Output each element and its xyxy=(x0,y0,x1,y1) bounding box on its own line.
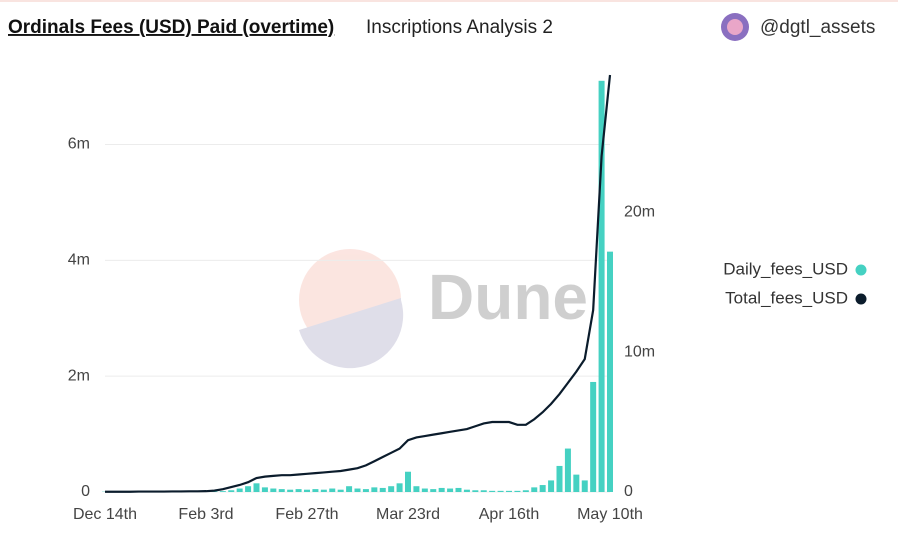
bar xyxy=(489,490,496,492)
bar xyxy=(564,448,571,492)
bar xyxy=(463,489,470,492)
y-tick-label: 6m xyxy=(68,136,90,153)
bar xyxy=(497,490,504,492)
bar xyxy=(598,80,605,493)
bar xyxy=(253,483,260,492)
bar xyxy=(304,489,310,492)
bar xyxy=(236,488,243,492)
bar xyxy=(522,490,529,492)
watermark: Dune xyxy=(299,249,588,369)
bar xyxy=(270,488,277,492)
x-tick-label: Feb 3rd xyxy=(178,506,233,523)
x-tick-label: Feb 27th xyxy=(275,506,338,523)
bar xyxy=(413,486,420,492)
chart-title[interactable]: Ordinals Fees (USD) Paid (overtime) xyxy=(8,17,334,38)
bar xyxy=(245,486,252,492)
legend-label: Total_fees_USD xyxy=(725,288,848,307)
bar xyxy=(455,487,462,492)
bar xyxy=(581,480,588,492)
bar xyxy=(430,489,437,492)
x-tick-label: Dec 14th xyxy=(73,506,137,523)
legend-swatch xyxy=(855,293,867,305)
bar xyxy=(228,490,235,492)
bar xyxy=(531,487,538,492)
x-tick-label: Apr 16th xyxy=(479,506,539,523)
bar xyxy=(219,491,226,492)
bar xyxy=(472,490,479,492)
bar xyxy=(337,489,344,492)
bar xyxy=(539,485,546,492)
bar xyxy=(295,489,302,492)
bar xyxy=(548,480,555,492)
bar xyxy=(438,487,445,492)
chart-subtitle: Inscriptions Analysis 2 xyxy=(366,17,553,38)
bar xyxy=(556,465,563,492)
watermark-text: Dune xyxy=(428,261,588,333)
x-tick-label: May 10th xyxy=(577,506,643,523)
legend-label: Daily_fees_USD xyxy=(723,259,848,278)
bar xyxy=(514,490,521,492)
bar xyxy=(590,381,597,492)
y-tick-label: 2m xyxy=(68,367,90,384)
bar xyxy=(388,486,395,492)
bar xyxy=(607,251,613,492)
x-tick-label: Mar 23rd xyxy=(376,506,440,523)
line xyxy=(105,74,612,493)
y-tick-label: 4m xyxy=(68,252,90,269)
y2-tick-label: 0 xyxy=(624,483,633,500)
bar xyxy=(506,490,512,492)
bar xyxy=(371,487,378,492)
bar xyxy=(329,488,336,492)
y2-tick-label: 20m xyxy=(624,203,655,220)
avatar-inner xyxy=(727,19,743,35)
legend-swatch xyxy=(855,264,867,276)
bar xyxy=(379,487,386,492)
bar xyxy=(421,488,428,492)
bar xyxy=(320,489,327,492)
bar xyxy=(362,489,369,492)
bar xyxy=(312,489,319,492)
user-name[interactable]: @dgtl_assets xyxy=(760,17,875,38)
bar xyxy=(354,488,361,492)
bar xyxy=(447,488,454,492)
bar xyxy=(405,471,411,492)
bar xyxy=(573,474,580,492)
bar xyxy=(278,489,285,492)
bar xyxy=(346,486,353,492)
bar xyxy=(287,489,294,492)
y-tick-label: 0 xyxy=(81,483,90,500)
bar xyxy=(396,483,403,492)
bar xyxy=(261,487,268,492)
bar xyxy=(480,490,487,492)
y2-tick-label: 10m xyxy=(624,343,655,360)
